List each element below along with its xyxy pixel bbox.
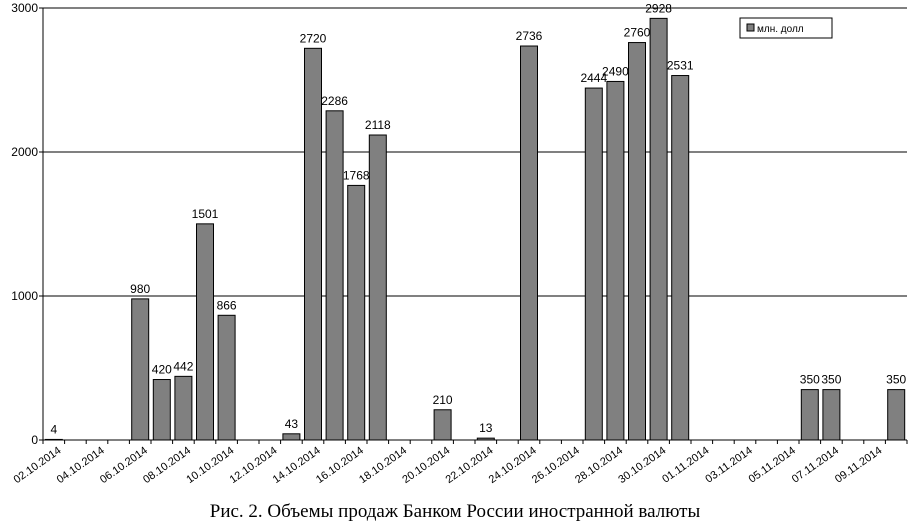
bar xyxy=(131,298,150,441)
bar xyxy=(628,42,646,441)
bar xyxy=(822,389,841,441)
bar xyxy=(433,409,452,441)
data-label: 2490 xyxy=(602,64,629,78)
x-tick-label: 14.10.2014 xyxy=(271,445,323,486)
bar xyxy=(368,134,387,441)
data-label: 43 xyxy=(285,417,299,431)
x-tick-label: 30.10.2014 xyxy=(616,445,668,486)
x-tick-label: 07.11.2014 xyxy=(790,445,841,486)
y-tick-label: 1000 xyxy=(11,289,38,303)
data-label: 1768 xyxy=(343,168,370,182)
y-tick-label: 2000 xyxy=(11,145,38,159)
x-tick-label: 28.10.2014 xyxy=(573,445,625,486)
x-tick-label: 10.10.2014 xyxy=(184,445,236,486)
data-label: 866 xyxy=(217,298,237,312)
bar-chart: 4 980 420 442 1501 866 43 2720 2286 1768 2118 210 13… xyxy=(11,1,908,486)
x-tick-label: 04.10.2014 xyxy=(55,445,107,486)
x-tick-label: 09.11.2014 xyxy=(833,445,884,486)
data-label: 13 xyxy=(479,421,493,435)
x-tick-label: 26.10.2014 xyxy=(530,445,582,486)
x-tick-label: 05.11.2014 xyxy=(747,445,798,486)
data-label: 2286 xyxy=(321,94,348,108)
data-label: 350 xyxy=(886,373,906,387)
data-label: 4 xyxy=(50,422,57,436)
bar xyxy=(649,17,668,441)
data-label: 2444 xyxy=(580,71,607,85)
x-tick-label: 06.10.2014 xyxy=(98,445,150,486)
bar xyxy=(282,433,301,441)
bar xyxy=(520,45,538,441)
bar xyxy=(584,87,603,441)
legend-box xyxy=(739,17,833,39)
data-label: 980 xyxy=(130,282,150,296)
bar xyxy=(196,223,214,441)
bar xyxy=(325,110,344,441)
data-label: 420 xyxy=(152,363,172,377)
x-tick-label: 20.10.2014 xyxy=(400,445,452,486)
data-label: 2531 xyxy=(667,59,694,73)
bar xyxy=(887,389,906,441)
y-tick-label: 0 xyxy=(31,433,38,447)
x-tick-label: 18.10.2014 xyxy=(357,445,409,486)
bar xyxy=(174,375,193,441)
data-label: 210 xyxy=(433,393,453,407)
data-label: 350 xyxy=(821,373,841,387)
bar xyxy=(606,80,625,441)
bars xyxy=(44,17,906,441)
x-tick-label: 22.10.2014 xyxy=(444,445,496,486)
bar xyxy=(800,389,819,441)
data-label: 2736 xyxy=(516,29,543,43)
data-label: 350 xyxy=(800,373,820,387)
x-tick-label: 02.10.2014 xyxy=(12,445,64,486)
legend-label: млн. долл xyxy=(757,24,804,35)
legend: млн. долл xyxy=(739,17,833,39)
figure-caption: Рис. 2. Объемы продаж Банком России инос… xyxy=(209,501,701,522)
data-label: 2928 xyxy=(645,1,672,15)
bar xyxy=(152,379,171,441)
x-tick-label: 16.10.2014 xyxy=(314,445,366,486)
y-tick-label: 3000 xyxy=(11,1,38,15)
x-tick-label: 01.11.2014 xyxy=(660,445,711,486)
bar xyxy=(671,75,690,441)
data-label: 2760 xyxy=(624,26,651,40)
x-tick-label: 08.10.2014 xyxy=(141,445,193,486)
bar xyxy=(347,184,366,441)
x-tick-label: 12.10.2014 xyxy=(228,445,280,486)
legend-swatch xyxy=(746,23,755,32)
data-label: 1501 xyxy=(192,207,219,221)
data-labels: 4 980 420 442 1501 866 43 2720 2286 1768 2118 210 13… xyxy=(50,1,906,436)
data-label: 2720 xyxy=(300,31,327,45)
bar xyxy=(217,314,236,441)
data-label: 2118 xyxy=(365,118,391,132)
x-tick-label: 24.10.2014 xyxy=(487,445,539,486)
grid-lines xyxy=(43,7,907,297)
bar xyxy=(304,47,322,441)
x-tick-label: 03.11.2014 xyxy=(703,445,754,486)
data-label: 442 xyxy=(173,359,193,373)
